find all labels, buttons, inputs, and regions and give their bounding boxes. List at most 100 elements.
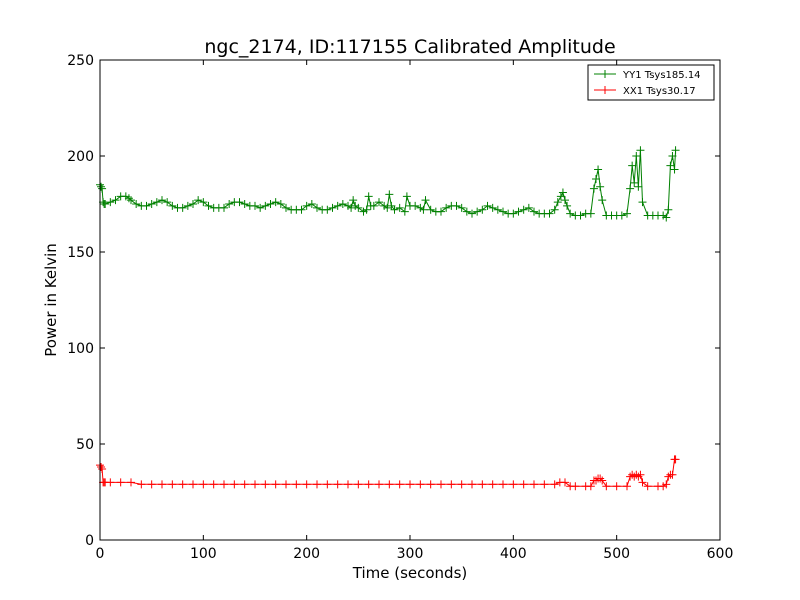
- data-point: [671, 455, 680, 464]
- data-point: [383, 203, 392, 212]
- data-point: [550, 205, 559, 214]
- data-point: [137, 480, 146, 489]
- data-point: [437, 480, 445, 489]
- data-point: [596, 182, 605, 191]
- data-point: [488, 480, 497, 489]
- data-point: [550, 480, 559, 489]
- data-point: [664, 472, 673, 481]
- data-point: [395, 203, 404, 212]
- data-point: [483, 201, 492, 210]
- data-point: [596, 474, 605, 483]
- data-point: [225, 200, 234, 208]
- data-point: [457, 480, 466, 489]
- x-tick-label: 400: [500, 546, 527, 562]
- data-point: [313, 480, 321, 489]
- data-point: [666, 161, 675, 170]
- data-point: [282, 203, 290, 212]
- data-point: [623, 482, 631, 491]
- data-point: [540, 480, 549, 489]
- x-tick-label: 100: [190, 546, 217, 562]
- data-point: [307, 200, 316, 208]
- legend-label: XX1 Tsys30.17: [623, 86, 696, 97]
- data-point: [354, 203, 363, 212]
- data-point: [558, 188, 567, 197]
- data-point: [598, 196, 607, 205]
- data-point: [97, 182, 106, 191]
- data-point: [338, 200, 347, 208]
- data-point: [561, 478, 569, 487]
- data-point: [612, 482, 621, 491]
- data-point: [147, 200, 156, 208]
- data-point: [617, 211, 626, 220]
- data-point: [530, 480, 538, 489]
- data-point: [106, 198, 115, 207]
- y-tick-label: 250: [67, 53, 94, 69]
- data-point: [385, 480, 394, 489]
- y-tick-label: 0: [85, 533, 94, 549]
- data-point: [462, 207, 471, 216]
- legend-marker: [601, 70, 609, 78]
- data-point: [478, 205, 487, 214]
- series-0: [96, 146, 680, 222]
- data-point: [636, 470, 645, 479]
- data-point: [127, 196, 135, 205]
- data-point: [344, 480, 352, 489]
- data-point: [375, 198, 383, 207]
- data-point: [426, 480, 435, 489]
- data-point: [473, 207, 482, 216]
- data-point: [385, 190, 394, 199]
- x-tick-label: 500: [603, 546, 630, 562]
- data-point: [292, 480, 301, 489]
- data-point: [111, 196, 120, 205]
- data-point: [519, 480, 528, 489]
- data-point: [132, 200, 141, 208]
- data-point: [251, 201, 259, 210]
- data-point: [468, 209, 476, 218]
- data-point: [592, 175, 600, 184]
- data-point: [468, 480, 476, 489]
- data-point: [266, 200, 275, 208]
- data-point: [623, 209, 631, 218]
- legend-marker: [601, 86, 609, 94]
- data-point: [163, 198, 172, 207]
- data-point: [457, 203, 466, 212]
- data-point: [668, 470, 677, 479]
- data-point: [364, 480, 373, 489]
- data-point: [209, 480, 218, 489]
- data-point: [586, 482, 595, 491]
- data-point: [251, 480, 259, 489]
- legend-entry: XX1 Tsys30.17: [594, 86, 696, 97]
- data-point: [416, 480, 425, 489]
- data-point: [194, 196, 203, 205]
- data-point: [189, 200, 197, 208]
- data-point: [638, 478, 647, 487]
- data-point: [168, 201, 177, 210]
- data-point: [499, 480, 507, 489]
- data-point: [395, 480, 404, 489]
- data-point: [630, 178, 639, 187]
- x-tick-label: 600: [707, 546, 734, 562]
- data-point: [101, 200, 110, 208]
- data-point: [638, 198, 647, 207]
- data-point: [524, 203, 533, 212]
- series-line: [99, 458, 676, 487]
- data-point: [261, 480, 270, 489]
- data-point: [402, 192, 411, 201]
- data-point: [323, 205, 332, 214]
- data-point: [302, 480, 311, 489]
- data-point: [452, 201, 461, 210]
- series-layer: [96, 146, 680, 491]
- data-point: [240, 480, 249, 489]
- data-point: [390, 205, 399, 214]
- data-point: [499, 207, 507, 216]
- data-point: [598, 476, 607, 485]
- data-point: [152, 198, 161, 207]
- data-point: [594, 165, 603, 174]
- x-tick-label: 0: [96, 546, 105, 562]
- data-point: [142, 201, 151, 210]
- data-point: [349, 196, 358, 205]
- data-point: [493, 205, 502, 214]
- data-point: [199, 480, 208, 489]
- data-point: [576, 211, 585, 220]
- data-point: [302, 201, 311, 210]
